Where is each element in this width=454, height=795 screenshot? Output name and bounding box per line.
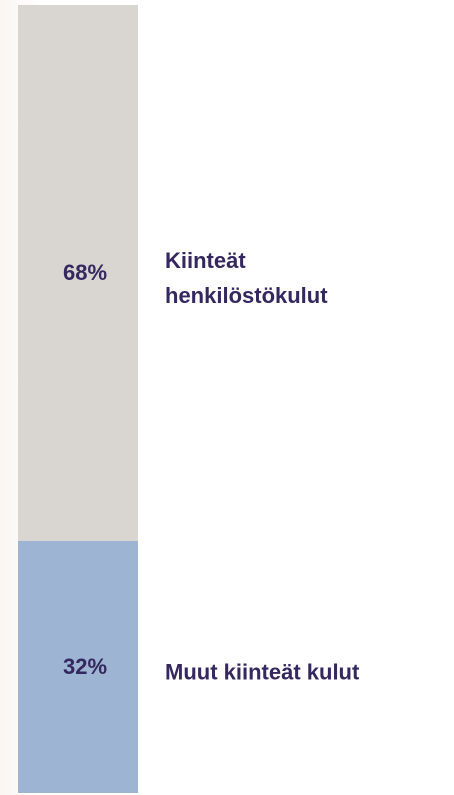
series-label: Kiinteät henkilöstökulut	[165, 247, 328, 308]
value-label: 32%	[62, 653, 108, 679]
bar-segment	[18, 540, 138, 793]
bar-segment	[18, 5, 138, 541]
value-label: 68%	[62, 259, 108, 285]
series-label: Muut kiinteät kulut	[165, 659, 360, 685]
